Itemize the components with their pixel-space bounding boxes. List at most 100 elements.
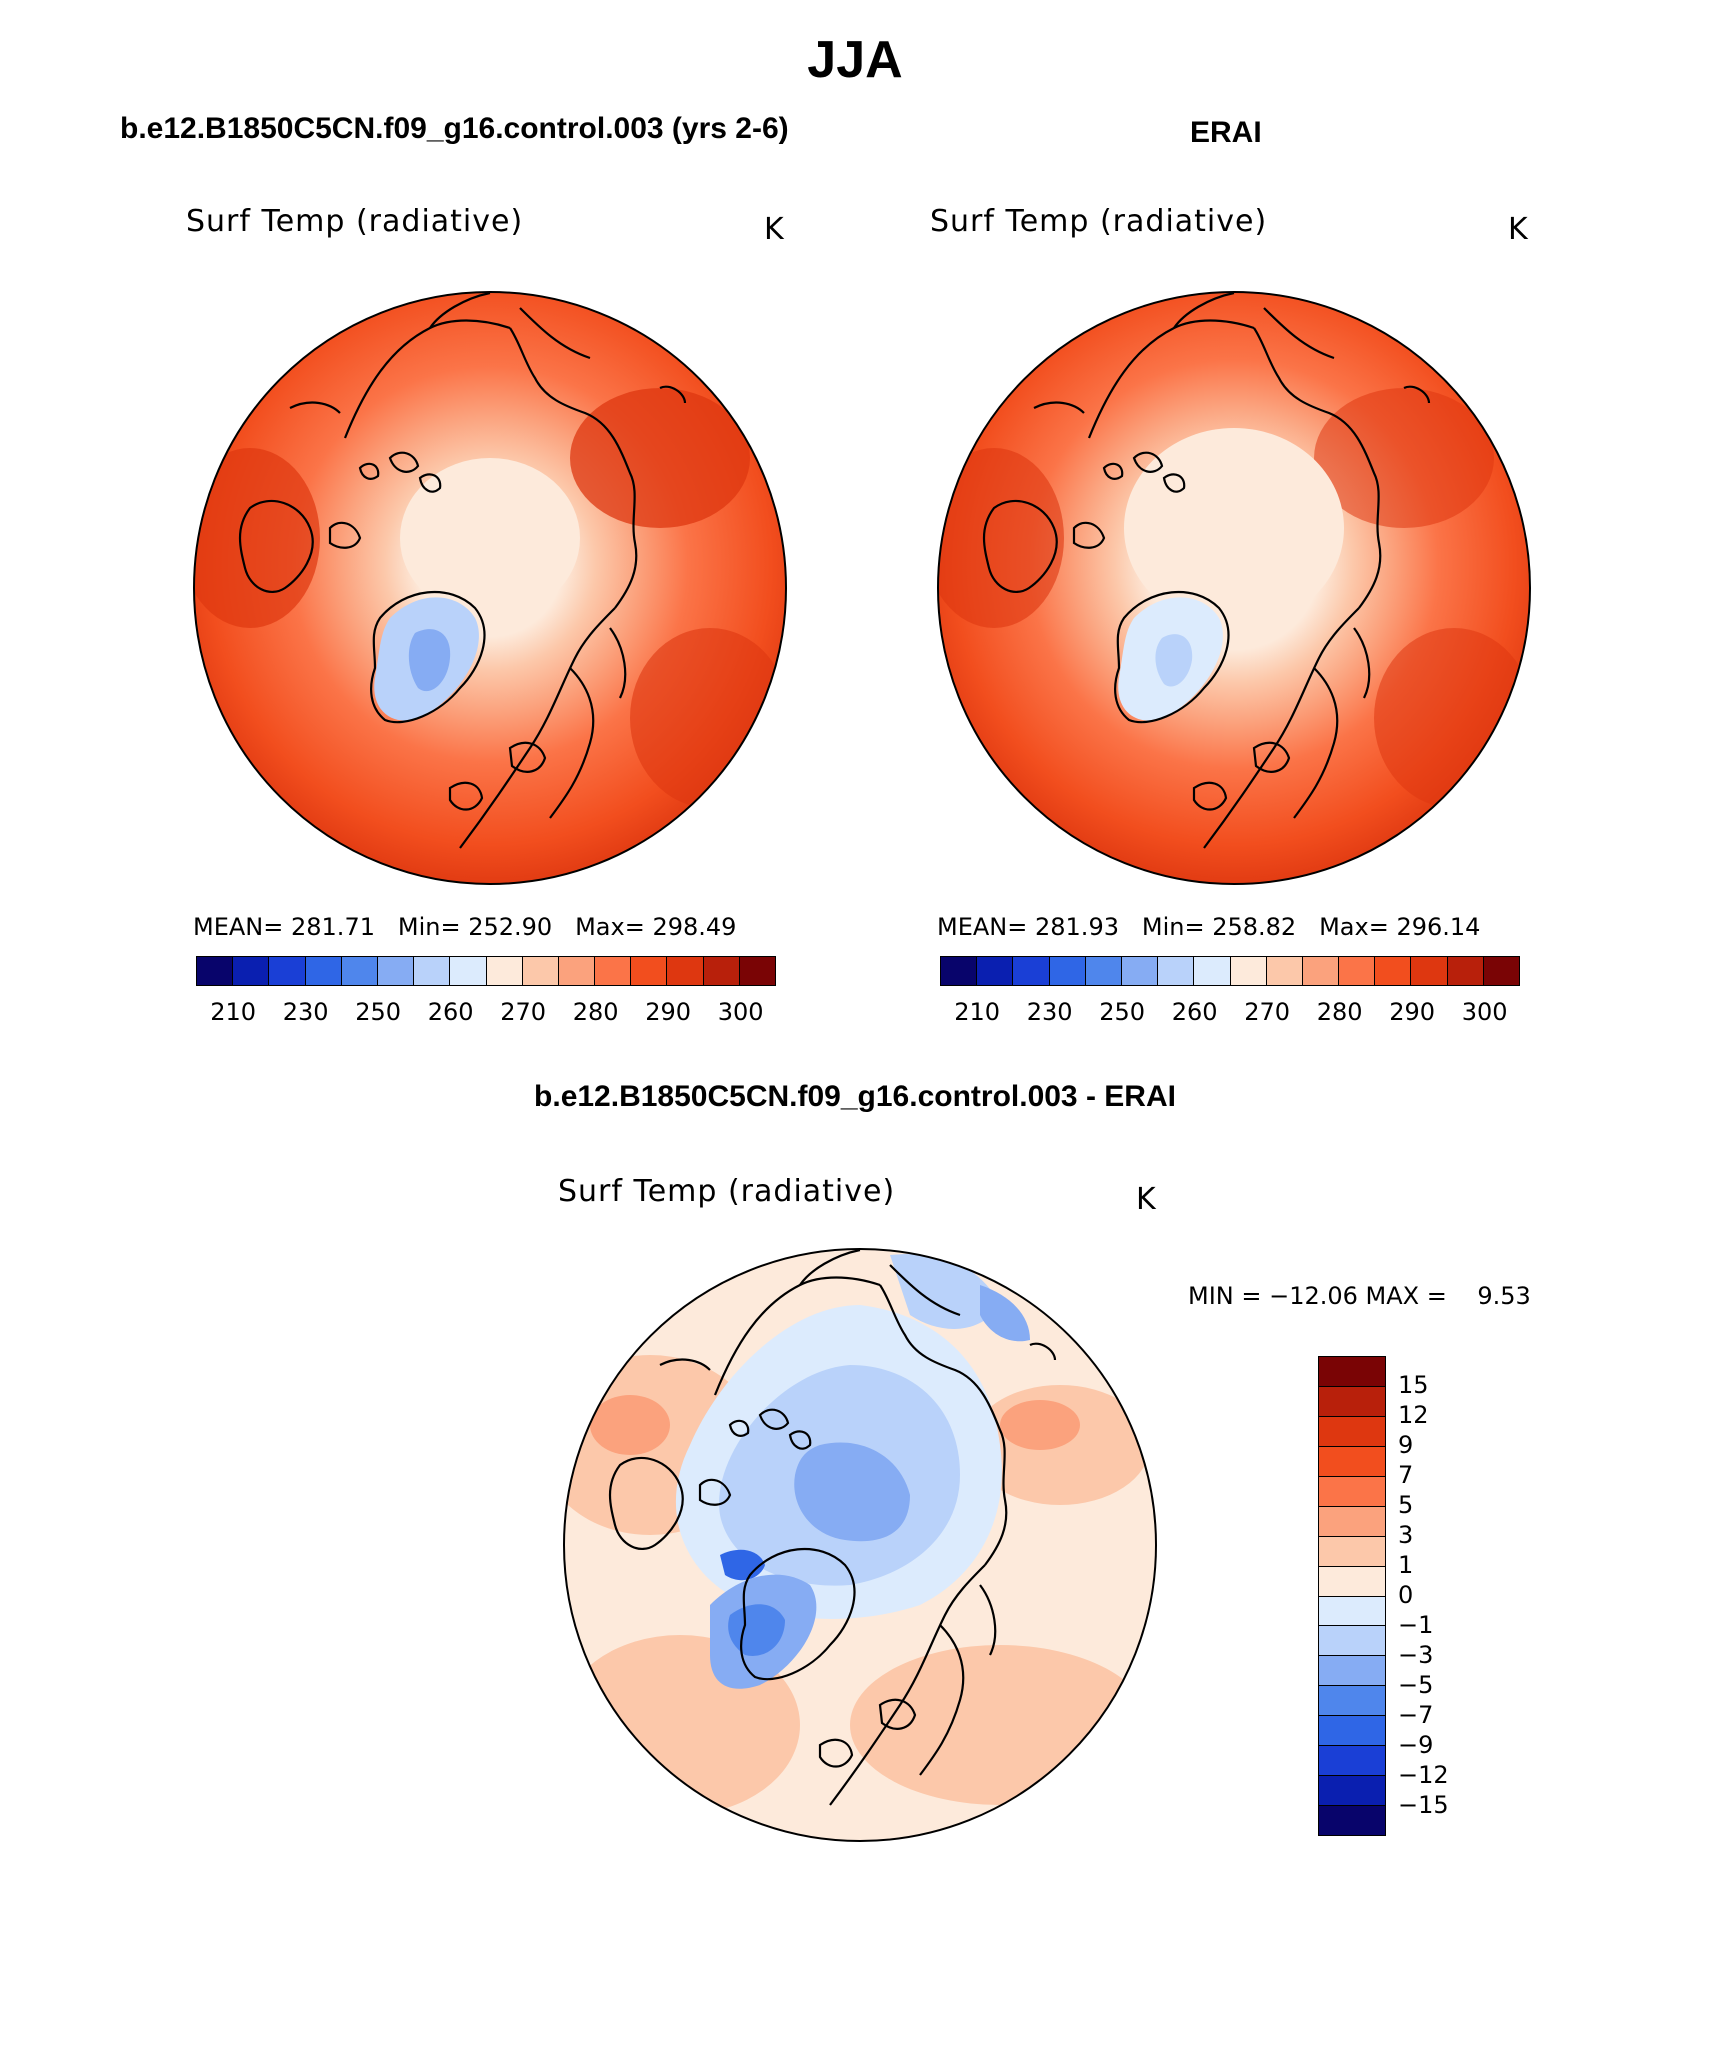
model-mean-label: MEAN= [193, 913, 284, 941]
colorbar-swatch [1084, 957, 1121, 985]
colorbar-tick-label: 9 [1398, 1431, 1414, 1459]
diff-polar-map [563, 1248, 1157, 1842]
colorbar-swatch [738, 957, 775, 985]
colorbar-swatch [340, 957, 377, 985]
colorbar-tick-label: −5 [1398, 1671, 1434, 1699]
colorbar-swatch [1374, 957, 1411, 985]
colorbar-swatch [1193, 957, 1230, 985]
obs-min-label: Min= [1141, 913, 1205, 941]
colorbar-tick-label: 230 [1026, 998, 1073, 1026]
colorbar-swatch [1338, 957, 1375, 985]
colorbar-tick-label: 280 [1316, 998, 1363, 1026]
colorbar-swatch [594, 957, 631, 985]
colorbar-swatch [1319, 1625, 1385, 1656]
colorbar-swatch [1319, 1475, 1385, 1506]
colorbar-swatch [1319, 1445, 1385, 1476]
diff-variable-label: Surf Temp (radiative) [558, 1174, 896, 1209]
colorbar-swatch [485, 957, 522, 985]
colorbar-swatch [1301, 957, 1339, 985]
colorbar-tick-label: −9 [1398, 1731, 1434, 1759]
colorbar-swatch [1319, 1415, 1385, 1446]
colorbar-swatch [1319, 1505, 1385, 1536]
colorbar-tick-label: 230 [282, 998, 329, 1026]
colorbar-swatch [976, 957, 1013, 985]
diff-min-max: MIN = −12.06 MAX = 9.53 [1188, 1282, 1531, 1310]
obs-units-label: K [1508, 212, 1529, 247]
colorbar-tick-label: 250 [355, 998, 402, 1026]
colorbar-swatch [1446, 957, 1483, 985]
colorbar-swatch [1319, 1715, 1385, 1746]
obs-max-value: 296.14 [1396, 913, 1481, 941]
obs-variable-label: Surf Temp (radiative) [930, 204, 1268, 239]
model-min-label: Min= [397, 913, 461, 941]
obs-mean-label: MEAN= [937, 913, 1028, 941]
colorbar-tick-label: 260 [1171, 998, 1218, 1026]
colorbar-swatch [521, 957, 558, 985]
colorbar-swatch [666, 957, 703, 985]
colorbar-tick-label: 5 [1398, 1491, 1414, 1519]
colorbar-swatch [1120, 957, 1158, 985]
model-min-value: 252.90 [468, 913, 553, 941]
model-mean-value: 281.71 [291, 913, 375, 941]
colorbar-swatch [702, 957, 739, 985]
colorbar-swatch [1319, 1805, 1385, 1835]
colorbar-tick-label: 290 [1389, 998, 1436, 1026]
colorbar-swatch [630, 957, 667, 985]
obs-stats: MEAN= 281.93 Min= 258.82 Max= 296.14 [937, 913, 1480, 941]
model-colorbar-ticks: 210 230 250 260 270 280 290 300 [196, 998, 776, 1028]
colorbar-swatch [376, 957, 414, 985]
page-title: JJA [807, 31, 903, 89]
colorbar-swatch [268, 957, 305, 985]
colorbar-tick-label: 300 [717, 998, 764, 1026]
colorbar-swatch [1319, 1535, 1385, 1566]
colorbar-swatch [413, 957, 450, 985]
colorbar-tick-label: 280 [572, 998, 619, 1026]
colorbar-tick-label: −1 [1398, 1611, 1434, 1639]
colorbar-swatch [449, 957, 486, 985]
model-panel-title: b.e12.B1850C5CN.f09_g16.control.003 (yrs… [120, 112, 789, 145]
colorbar-tick-label: 260 [427, 998, 474, 1026]
colorbar-tick-label: 7 [1398, 1461, 1414, 1489]
colorbar-swatch [1319, 1745, 1385, 1776]
obs-polar-map [937, 291, 1531, 885]
colorbar-tick-label: 250 [1099, 998, 1146, 1026]
obs-colorbar-ticks: 210 230 250 260 270 280 290 300 [940, 998, 1520, 1028]
diff-colorbar [1318, 1356, 1386, 1836]
colorbar-swatch [1265, 957, 1302, 985]
colorbar-swatch [941, 957, 977, 985]
colorbar-tick-label: −3 [1398, 1641, 1434, 1669]
colorbar-tick-label: 3 [1398, 1521, 1414, 1549]
colorbar-swatch [1048, 957, 1085, 985]
colorbar-swatch [1319, 1685, 1385, 1716]
colorbar-tick-label: 270 [500, 998, 547, 1026]
model-colorbar [196, 956, 776, 986]
colorbar-tick-label: 0 [1398, 1581, 1414, 1609]
colorbar-swatch [1410, 957, 1447, 985]
model-max-label: Max= [575, 913, 645, 941]
colorbar-swatch [1157, 957, 1194, 985]
obs-colorbar [940, 956, 1520, 986]
colorbar-tick-label: −7 [1398, 1701, 1434, 1729]
model-units-label: K [764, 212, 785, 247]
colorbar-swatch [1319, 1595, 1385, 1626]
colorbar-swatch [557, 957, 595, 985]
colorbar-tick-label: 1 [1398, 1551, 1414, 1579]
colorbar-swatch [232, 957, 269, 985]
colorbar-tick-label: 210 [954, 998, 1001, 1026]
colorbar-tick-label: 210 [210, 998, 257, 1026]
colorbar-tick-label: −15 [1398, 1791, 1449, 1819]
model-polar-map [193, 291, 787, 885]
diff-units-label: K [1136, 1182, 1157, 1217]
colorbar-swatch [1319, 1565, 1385, 1596]
colorbar-tick-label: 300 [1461, 998, 1508, 1026]
colorbar-swatch [1482, 957, 1519, 985]
model-max-value: 298.49 [652, 913, 737, 941]
colorbar-swatch [1319, 1385, 1385, 1416]
diff-panel-title: b.e12.B1850C5CN.f09_g16.control.003 - ER… [534, 1080, 1176, 1113]
obs-min-value: 258.82 [1212, 913, 1297, 941]
diff-colorbar-ticks: 15 12 9 7 5 3 1 0 −1 −3 −5 −7 −9 −12 −15 [1398, 1356, 1518, 1836]
obs-max-label: Max= [1319, 913, 1389, 941]
colorbar-swatch [1229, 957, 1266, 985]
obs-panel-title: ERAI [1190, 116, 1262, 149]
colorbar-swatch [1012, 957, 1049, 985]
